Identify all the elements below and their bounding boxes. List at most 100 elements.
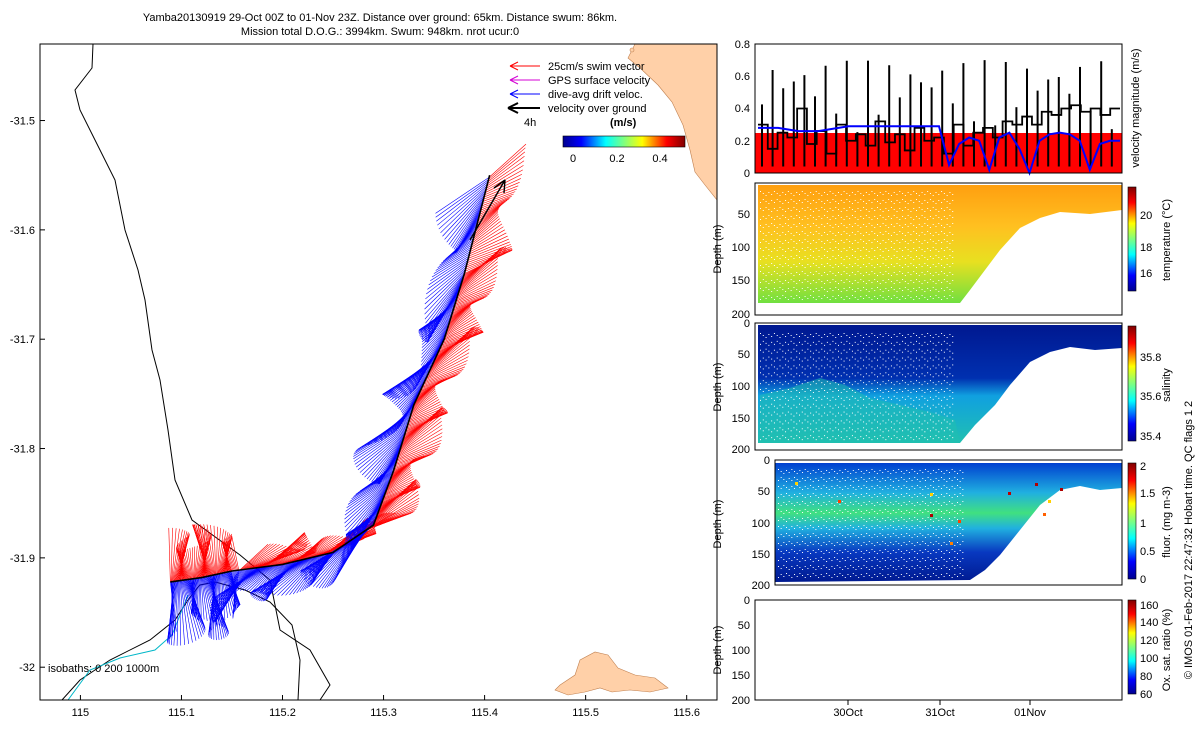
profile-dot	[793, 388, 795, 389]
profile-dot	[826, 234, 828, 235]
profile-dot	[810, 243, 812, 244]
profile-dot	[962, 552, 964, 553]
profile-dot	[807, 224, 809, 225]
profile-dot	[760, 288, 761, 289]
profile-dot	[910, 364, 912, 366]
profile-dot	[940, 557, 942, 558]
profile-dot	[927, 568, 929, 569]
profile-dot	[930, 565, 932, 566]
profile-dot	[930, 473, 932, 474]
profile-dot	[765, 298, 767, 299]
profile-dot	[922, 489, 924, 490]
profile-dot	[799, 381, 800, 383]
profile-dot	[899, 271, 901, 272]
swim-vector	[373, 494, 419, 525]
profile-dot	[804, 296, 806, 297]
profile-dot	[850, 519, 852, 520]
profile-dot	[832, 233, 834, 234]
profile-dot	[922, 478, 924, 479]
profile-dot	[910, 341, 912, 343]
swim-vector	[442, 326, 481, 343]
profile-dot	[838, 255, 839, 256]
profile-dot	[851, 243, 853, 244]
profile-dot	[836, 565, 838, 566]
profile-dot	[782, 412, 784, 414]
oxygen-panel: 0 50 100 150 200 Depth (m) 60 80 100 120…	[712, 595, 1173, 719]
profile-dot	[935, 412, 937, 414]
profile-dot	[786, 527, 788, 528]
profile-dot	[948, 558, 950, 559]
profile-dot	[826, 223, 828, 224]
profile-dot	[762, 391, 764, 392]
profile-dot	[834, 557, 836, 558]
profile-dot	[796, 406, 798, 408]
profile-dot	[787, 231, 789, 232]
profile-dot	[829, 248, 831, 249]
profile-dot	[924, 364, 926, 366]
profile-dot	[857, 383, 859, 385]
profile-dot	[907, 192, 909, 193]
colorbar-tick-0: 0	[570, 153, 576, 165]
profile-dot	[790, 335, 792, 336]
profile-dot	[773, 265, 775, 266]
xtick-30oct: 30Oct	[833, 707, 862, 719]
profile-dot	[821, 281, 823, 282]
profile-dot	[804, 380, 806, 382]
profile-dot	[940, 505, 942, 506]
profile-dot	[823, 473, 825, 474]
profile-dot	[760, 366, 761, 368]
profile-dot	[794, 545, 796, 546]
profile-dot	[871, 360, 873, 362]
profile-dot	[941, 333, 943, 334]
profile-dot	[793, 415, 795, 417]
profile-dot	[818, 436, 820, 438]
profile-dot	[954, 488, 956, 489]
profile-dot	[907, 289, 909, 290]
profile-dot	[888, 290, 890, 291]
profile-dot	[863, 298, 865, 299]
profile-dot	[938, 480, 940, 481]
profile-dot	[807, 388, 809, 389]
profile-dot	[858, 520, 860, 521]
profile-dot	[887, 557, 889, 558]
profile-dot	[863, 438, 865, 440]
profile-dot	[956, 576, 958, 577]
profile-dot	[804, 351, 806, 353]
profile-dot	[854, 392, 856, 393]
profile-dot	[924, 480, 926, 481]
profile-dot	[888, 233, 890, 234]
profile-dot	[832, 210, 834, 211]
profile-dot	[815, 202, 817, 203]
profile-dot	[849, 342, 851, 344]
profile-dot	[824, 435, 826, 437]
profile-dot	[773, 405, 775, 407]
profile-dot	[916, 473, 918, 474]
profile-dot	[799, 358, 800, 360]
map-x-ticks: 115 115.1 115.2 115.3 115.4 115.5 115.6	[72, 695, 700, 719]
profile-dot	[840, 392, 842, 393]
profile-dot	[842, 535, 844, 536]
profile-dot	[860, 227, 862, 228]
profile-dot	[852, 544, 854, 545]
profile-dot	[938, 497, 940, 498]
fluorescence-panel: 0 50 100 150 200 Depth (m) 0 0.5 1 1.5 2…	[712, 455, 1173, 592]
profile-dot	[902, 210, 904, 211]
profile-dot	[776, 380, 778, 382]
profile-dot	[829, 333, 831, 334]
profile-dot	[838, 192, 839, 193]
swim-vector	[383, 485, 418, 499]
profile-dot	[842, 575, 844, 576]
profile-dot	[898, 543, 900, 544]
profile-dot	[929, 199, 931, 200]
profile-dot	[890, 559, 892, 560]
profile-dot	[849, 235, 851, 236]
profile-dot	[896, 392, 898, 393]
profile-dot	[943, 239, 945, 240]
profile-dot	[879, 487, 881, 488]
swim-vector	[398, 424, 443, 455]
profile-dot	[787, 372, 789, 374]
profile-dot	[882, 341, 884, 343]
swim-vector	[448, 305, 471, 327]
profile-dot	[914, 517, 916, 518]
profile-dot	[826, 263, 828, 264]
